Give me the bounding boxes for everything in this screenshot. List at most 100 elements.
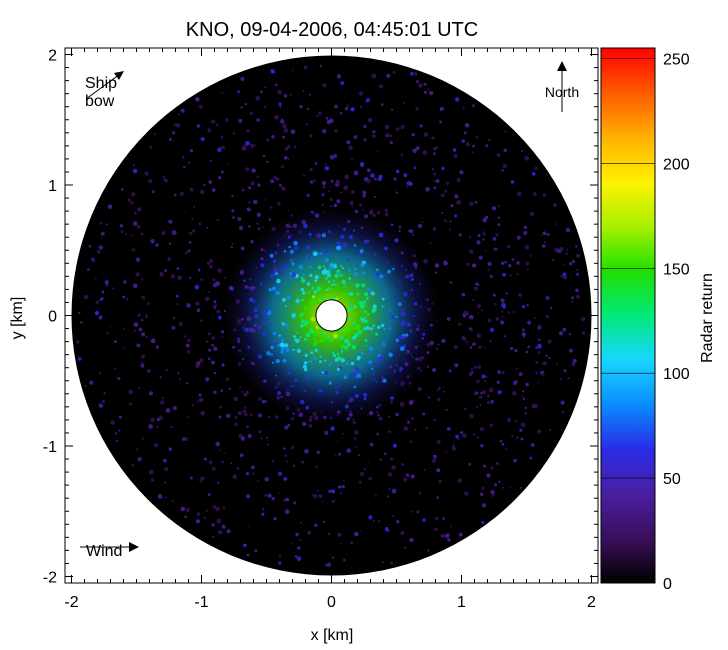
radar-speckle — [287, 209, 290, 212]
radar-speckle — [300, 399, 305, 405]
radar-speckle — [339, 335, 344, 340]
radar-speckle — [333, 203, 338, 208]
radar-speckle — [395, 412, 399, 417]
radar-speckle — [281, 118, 283, 121]
radar-speckle — [204, 296, 210, 302]
radar-speckle — [476, 406, 478, 408]
radar-speckle — [341, 327, 344, 330]
radar-speckle — [500, 298, 505, 303]
radar-speckle — [288, 245, 291, 249]
radar-speckle — [315, 325, 319, 330]
radar-speckle — [263, 249, 267, 252]
radar-speckle — [346, 140, 351, 145]
radar-speckle — [96, 249, 101, 254]
radar-speckle — [481, 520, 485, 525]
radar-speckle — [105, 223, 108, 226]
radar-speckle — [274, 342, 278, 346]
radar-speckle — [282, 135, 285, 139]
radar-speckle — [292, 412, 295, 415]
radar-speckle — [358, 454, 360, 457]
radar-speckle — [256, 480, 259, 483]
radar-speckle — [134, 329, 137, 332]
radar-speckle — [435, 271, 438, 274]
radar-speckle — [266, 443, 269, 446]
radar-speckle — [114, 367, 117, 370]
radar-speckle — [284, 147, 288, 151]
radar-speckle — [198, 222, 202, 226]
radar-speckle — [287, 371, 291, 375]
radar-speckle — [403, 477, 408, 482]
radar-speckle — [218, 176, 222, 180]
radar-speckle — [391, 488, 397, 494]
radar-speckle — [361, 164, 364, 168]
colorbar-ticks: 0 50 100 150 200 250 — [601, 51, 690, 593]
radar-speckle — [461, 139, 465, 143]
radar-speckle — [309, 419, 312, 422]
radar-speckle — [200, 137, 205, 142]
radar-speckle — [318, 111, 322, 115]
radar-speckle — [460, 431, 464, 435]
radar-speckle — [463, 310, 468, 316]
radar-speckle — [313, 342, 317, 347]
radar-speckle — [278, 554, 282, 558]
radar-speckle — [186, 303, 191, 308]
radar-speckle — [476, 379, 480, 384]
radar-speckle — [249, 278, 252, 281]
radar-speckle — [393, 369, 397, 373]
radar-speckle — [87, 268, 90, 271]
radar-speckle — [406, 322, 411, 327]
radar-speckle — [477, 365, 482, 369]
radar-speckle — [156, 425, 159, 428]
radar-speckle — [347, 258, 350, 262]
radar-speckle — [432, 227, 437, 231]
radar-speckle — [131, 192, 136, 197]
radar-speckle — [430, 345, 433, 347]
radar-speckle — [551, 258, 555, 262]
radar-speckle — [347, 302, 351, 306]
radar-speckle — [141, 278, 144, 281]
radar-speckle — [125, 298, 129, 301]
radar-speckle — [368, 410, 374, 416]
radar-speckle — [314, 213, 320, 218]
radar-speckle — [399, 346, 405, 351]
radar-speckle — [207, 291, 210, 293]
radar-speckle — [292, 348, 295, 352]
radar-speckle — [128, 389, 133, 395]
radar-speckle — [419, 369, 422, 372]
radar-speckle — [487, 261, 492, 267]
radar-speckle — [382, 378, 385, 381]
radar-speckle — [279, 342, 285, 348]
radar-speckle — [216, 218, 219, 222]
radar-speckle — [272, 460, 275, 463]
radar-speckle — [458, 233, 462, 237]
radar-speckle — [290, 129, 296, 135]
radar-speckle — [122, 347, 125, 350]
radar-speckle — [550, 306, 553, 310]
radar-speckle — [375, 410, 379, 414]
radar-speckle — [274, 271, 279, 276]
radar-speckle — [344, 404, 349, 409]
radar-speckle — [208, 180, 213, 184]
radar-speckle — [350, 361, 355, 366]
radar-speckle — [388, 326, 391, 330]
radar-speckle — [423, 82, 427, 86]
radar-speckle — [343, 479, 345, 482]
radar-speckle — [352, 420, 357, 425]
radar-speckle — [200, 476, 205, 481]
radar-speckle — [410, 474, 415, 479]
radar-speckle — [285, 229, 290, 234]
radar-speckle — [496, 153, 501, 158]
radar-speckle — [324, 430, 329, 435]
radar-speckle — [329, 416, 332, 419]
radar-speckle — [286, 144, 291, 149]
radar-speckle — [327, 363, 332, 367]
radar-speckle — [189, 231, 193, 235]
radar-speckle — [239, 225, 244, 230]
radar-speckle — [168, 137, 172, 141]
radar-speckle — [511, 434, 514, 438]
radar-speckle — [379, 458, 382, 461]
radar-speckle — [384, 208, 389, 213]
radar-speckle — [189, 476, 193, 480]
radar-speckle — [456, 177, 461, 182]
radar-speckle — [446, 181, 450, 186]
